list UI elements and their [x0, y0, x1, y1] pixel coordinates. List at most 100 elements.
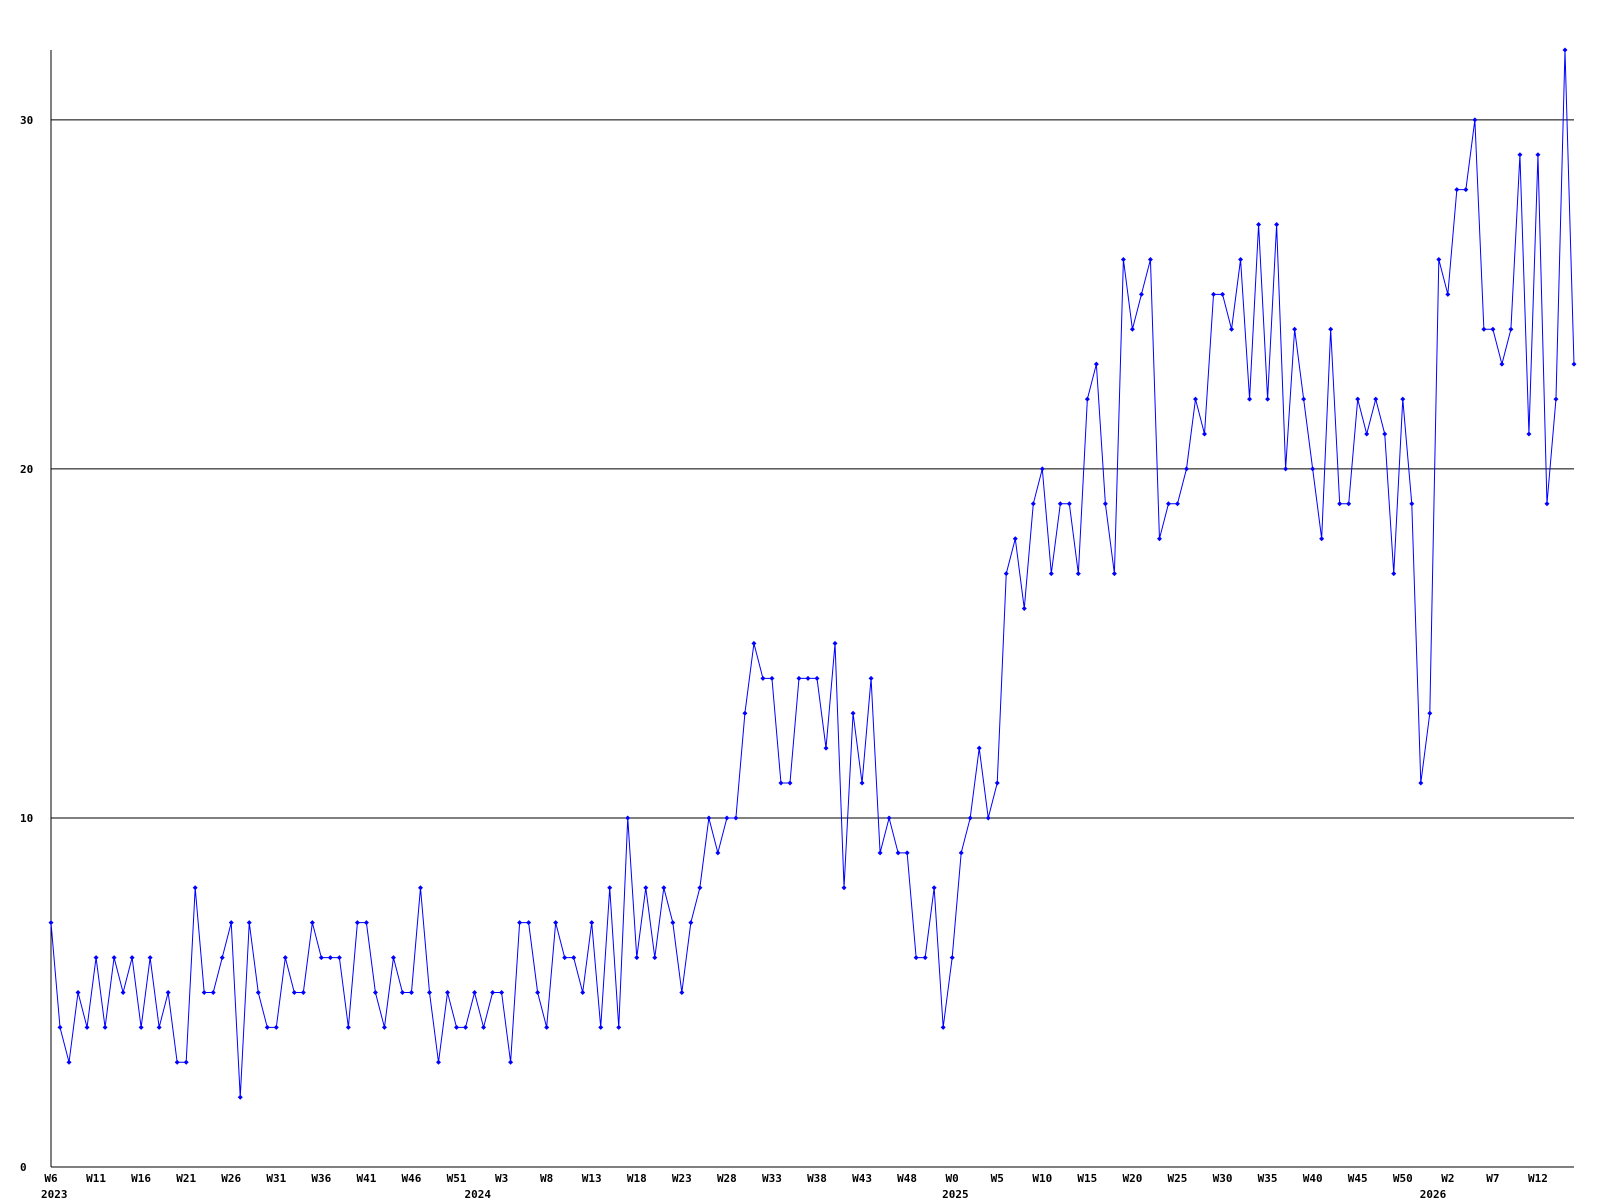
y-tick-label: 20: [20, 463, 33, 476]
point-marker: [255, 989, 261, 995]
point-marker: [769, 675, 775, 681]
x-tick-label: W28: [717, 1172, 737, 1185]
point-marker: [760, 675, 766, 681]
x-tick-label: W0: [946, 1172, 959, 1185]
point-marker: [913, 955, 919, 961]
point-marker: [192, 885, 198, 891]
point-marker: [1391, 571, 1397, 577]
point-marker: [499, 989, 505, 995]
point-marker: [57, 1024, 63, 1030]
point-marker: [1247, 396, 1253, 402]
point-marker: [805, 675, 811, 681]
point-marker: [931, 885, 937, 891]
point-marker: [571, 955, 577, 961]
point-marker: [1301, 396, 1307, 402]
point-marker: [1310, 466, 1316, 472]
point-marker: [408, 989, 414, 995]
point-marker: [120, 989, 126, 995]
point-marker: [1355, 396, 1361, 402]
point-marker: [48, 920, 54, 926]
point-marker: [958, 850, 964, 856]
point-marker: [850, 710, 856, 716]
point-marker: [625, 815, 631, 821]
x-tick-label: W48: [897, 1172, 917, 1185]
point-marker: [814, 675, 820, 681]
point-marker: [859, 780, 865, 786]
point-marker: [129, 955, 135, 961]
point-marker: [1418, 780, 1424, 786]
point-marker: [580, 989, 586, 995]
point-marker: [201, 989, 207, 995]
point-marker: [877, 850, 883, 856]
point-marker: [1183, 466, 1189, 472]
x-year-label: 2023: [41, 1188, 68, 1200]
point-marker: [102, 1024, 108, 1030]
point-marker: [436, 1059, 442, 1065]
point-marker: [994, 780, 1000, 786]
point-marker: [1211, 291, 1217, 297]
point-marker: [589, 920, 595, 926]
point-marker: [309, 920, 315, 926]
point-marker: [1535, 152, 1541, 158]
point-marker: [1454, 187, 1460, 193]
point-marker: [1229, 326, 1235, 332]
point-marker: [1292, 326, 1298, 332]
point-marker: [1400, 396, 1406, 402]
point-marker: [1156, 536, 1162, 542]
point-marker: [1174, 501, 1180, 507]
x-tick-label: W26: [221, 1172, 241, 1185]
x-tick-label: W35: [1258, 1172, 1278, 1185]
point-marker: [535, 989, 541, 995]
point-marker: [445, 989, 451, 995]
x-tick-label: W3: [495, 1172, 508, 1185]
point-marker: [751, 640, 757, 646]
point-marker: [1508, 326, 1514, 332]
point-marker: [219, 955, 225, 961]
x-tick-label: W12: [1528, 1172, 1548, 1185]
x-tick-label: W38: [807, 1172, 827, 1185]
point-marker: [544, 1024, 550, 1030]
point-marker: [1436, 256, 1442, 262]
y-tick-label: 30: [20, 114, 33, 127]
point-marker: [381, 1024, 387, 1030]
point-marker: [778, 780, 784, 786]
x-tick-label: W33: [762, 1172, 782, 1185]
x-tick-label: W18: [627, 1172, 647, 1185]
x-tick-label: W46: [402, 1172, 422, 1185]
x-tick-label: W8: [540, 1172, 553, 1185]
point-marker: [93, 955, 99, 961]
point-marker: [1084, 396, 1090, 402]
point-marker: [562, 955, 568, 961]
point-marker: [354, 920, 360, 926]
point-marker: [138, 1024, 144, 1030]
point-marker: [417, 885, 423, 891]
point-marker: [1256, 222, 1262, 228]
y-tick-label: 10: [20, 812, 33, 825]
x-tick-label: W6: [44, 1172, 58, 1185]
x-tick-label: W25: [1168, 1172, 1188, 1185]
point-marker: [1562, 47, 1568, 53]
point-marker: [949, 955, 955, 961]
point-marker: [787, 780, 793, 786]
point-marker: [1571, 361, 1577, 367]
point-marker: [652, 955, 658, 961]
point-marker: [183, 1059, 189, 1065]
point-marker: [823, 745, 829, 751]
point-marker: [1012, 536, 1018, 542]
x-year-label: 2026: [1420, 1188, 1447, 1200]
point-marker: [1057, 501, 1063, 507]
point-marker: [517, 920, 523, 926]
x-tick-label: W23: [672, 1172, 692, 1185]
point-marker: [390, 955, 396, 961]
x-year-label: 2025: [942, 1188, 969, 1200]
point-marker: [895, 850, 901, 856]
point-marker: [1193, 396, 1199, 402]
x-tick-label: W16: [131, 1172, 151, 1185]
point-marker: [607, 885, 613, 891]
point-marker: [84, 1024, 90, 1030]
point-marker: [1373, 396, 1379, 402]
point-marker: [706, 815, 712, 821]
point-marker: [688, 920, 694, 926]
